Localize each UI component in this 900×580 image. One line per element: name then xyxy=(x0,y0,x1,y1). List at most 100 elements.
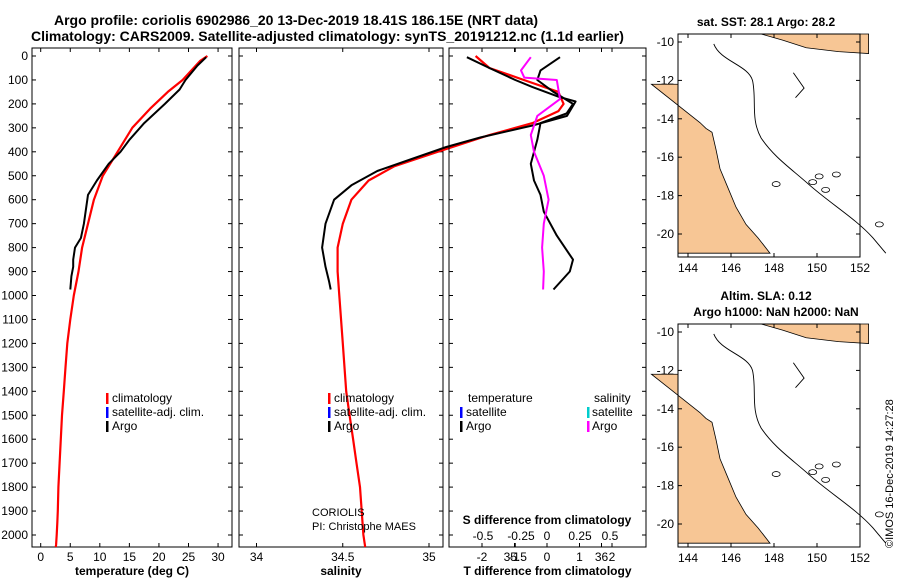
map-sla-title-line1: Altim. SLA: 0.12 xyxy=(720,289,812,303)
x-tick-label: -2 xyxy=(477,550,488,564)
legend-temperature-label: climatology xyxy=(112,391,172,405)
map-y-tick-label: -18 xyxy=(657,189,675,203)
reef-island xyxy=(771,181,781,187)
legend-diff-sal-argo-swatch xyxy=(587,421,590,432)
series-argo-line xyxy=(321,56,577,290)
legend-diff-sal-argo-label: Argo xyxy=(592,419,618,433)
watermark: ©IMOS 16-Dec-2019 14:27:28 xyxy=(884,399,896,548)
legend-temperature-label: Argo xyxy=(112,419,138,433)
map-y-tick-label: -14 xyxy=(657,402,675,416)
x-axis-label: temperature (deg C) xyxy=(75,564,189,578)
y-tick-label: 1300 xyxy=(1,360,28,374)
y-tick-label: 700 xyxy=(8,217,28,231)
y-tick-label: 900 xyxy=(8,265,28,279)
reef-island xyxy=(821,186,830,193)
x-tick-label: 25 xyxy=(182,550,196,564)
x-tick-label: 20 xyxy=(152,550,166,564)
y-tick-label: 300 xyxy=(8,121,28,135)
x-tick-label: 10 xyxy=(93,550,107,564)
panel-difference xyxy=(448,47,647,548)
y-tick-label: 400 xyxy=(8,145,28,159)
legend-diff-temperature-title: temperature xyxy=(468,391,533,405)
x-tick-label: 0 xyxy=(544,550,551,564)
y-tick-label: 1200 xyxy=(1,336,28,350)
reef-island xyxy=(874,221,884,228)
panel-temperature xyxy=(31,47,233,548)
legend-temperature-swatch xyxy=(106,407,109,418)
map-x-tick-label: 146 xyxy=(721,261,741,275)
legend-temperature-swatch xyxy=(106,393,109,404)
map-y-tick-label: -18 xyxy=(657,479,675,493)
y-tick-label: 600 xyxy=(8,193,28,207)
x-tick-label: 34 xyxy=(250,550,264,564)
legend-salinity-label: satellite-adj. clim. xyxy=(334,405,426,419)
map-y-tick-label: -10 xyxy=(657,325,675,339)
map-y-tick-label: -10 xyxy=(657,35,675,49)
series-climatology-line xyxy=(54,55,209,548)
y-tick-label: 1500 xyxy=(1,408,28,422)
y-tick-label: 500 xyxy=(8,169,28,183)
annotation-pi: PI: Christophe MAES xyxy=(312,521,416,533)
contour-line xyxy=(713,333,887,544)
map-y-tick-label: -16 xyxy=(657,150,675,164)
legend-salinity-label: climatology xyxy=(334,391,394,405)
legend-temperature-label: satellite-adj. clim. xyxy=(112,405,204,419)
x-tick-label: -1 xyxy=(509,550,520,564)
map-sst-title: sat. SST: 28.1 Argo: 28.2 xyxy=(697,15,836,29)
panel-frame xyxy=(448,47,647,548)
legend-diff-sal-satellite-label: satellite xyxy=(592,405,633,419)
y-tick-label: 1000 xyxy=(1,289,28,303)
land-new-guinea xyxy=(760,323,869,344)
legend-diff-temp-satellite-swatch xyxy=(460,407,463,418)
legend-diff-sal-satellite-swatch xyxy=(587,407,590,418)
legend-diff-salinity-title: salinity xyxy=(594,391,631,405)
y-tick-label: 1600 xyxy=(1,432,28,446)
land-new-guinea xyxy=(760,33,869,54)
y-tick-label: 0 xyxy=(21,49,28,63)
series-argo-line xyxy=(69,56,207,290)
map-sla xyxy=(650,323,887,548)
x-tick-label: 0 xyxy=(37,550,44,564)
panel-salinity xyxy=(238,47,602,548)
reef-island xyxy=(831,171,841,178)
map-x-tick-label: 144 xyxy=(678,551,698,565)
x-tick-label: 5 xyxy=(67,550,74,564)
panel-frame xyxy=(238,47,444,548)
map-x-tick-label: 150 xyxy=(807,551,827,565)
land-australia xyxy=(650,83,771,254)
land-australia xyxy=(650,373,771,544)
y-tick-label: 1900 xyxy=(1,504,28,518)
reef-island xyxy=(771,471,781,477)
map-x-tick-label: 152 xyxy=(850,551,870,565)
series-climatology-line xyxy=(336,55,565,548)
map-x-tick-label: 150 xyxy=(807,261,827,275)
secondary-x-tick-label: 0.25 xyxy=(568,529,592,543)
map-sst xyxy=(650,33,887,258)
contour-line xyxy=(792,362,805,388)
legend-salinity-swatch xyxy=(328,421,331,432)
y-tick-label: 1700 xyxy=(1,456,28,470)
annotation-coriolis: CORIOLIS xyxy=(312,507,365,519)
secondary-x-tick-label: -0.25 xyxy=(507,529,535,543)
contour-line xyxy=(713,43,887,254)
map-y-tick-label: -20 xyxy=(657,517,675,531)
secondary-x-tick-label: 0 xyxy=(544,529,551,543)
map-y-tick-label: -20 xyxy=(657,227,675,241)
legend-salinity-swatch xyxy=(328,393,331,404)
map-x-tick-label: 146 xyxy=(721,551,741,565)
y-tick-label: 1400 xyxy=(1,384,28,398)
y-tick-label: 2000 xyxy=(1,528,28,542)
legend-salinity-label: Argo xyxy=(334,419,360,433)
series-argo-line xyxy=(529,56,574,291)
map-x-tick-label: 148 xyxy=(764,261,784,275)
figure-title-line1: Argo profile: coriolis 6902986_20 13-Dec… xyxy=(54,12,539,28)
map-x-tick-label: 152 xyxy=(850,261,870,275)
panel-frame xyxy=(31,47,233,548)
x-tick-label: 36 xyxy=(595,550,609,564)
x-tick-label: 30 xyxy=(211,550,225,564)
reef-island xyxy=(808,469,818,476)
x-tick-label: 34.5 xyxy=(331,550,355,564)
contour-line xyxy=(792,72,805,98)
map-y-tick-label: -14 xyxy=(657,112,675,126)
reef-island xyxy=(814,463,824,470)
